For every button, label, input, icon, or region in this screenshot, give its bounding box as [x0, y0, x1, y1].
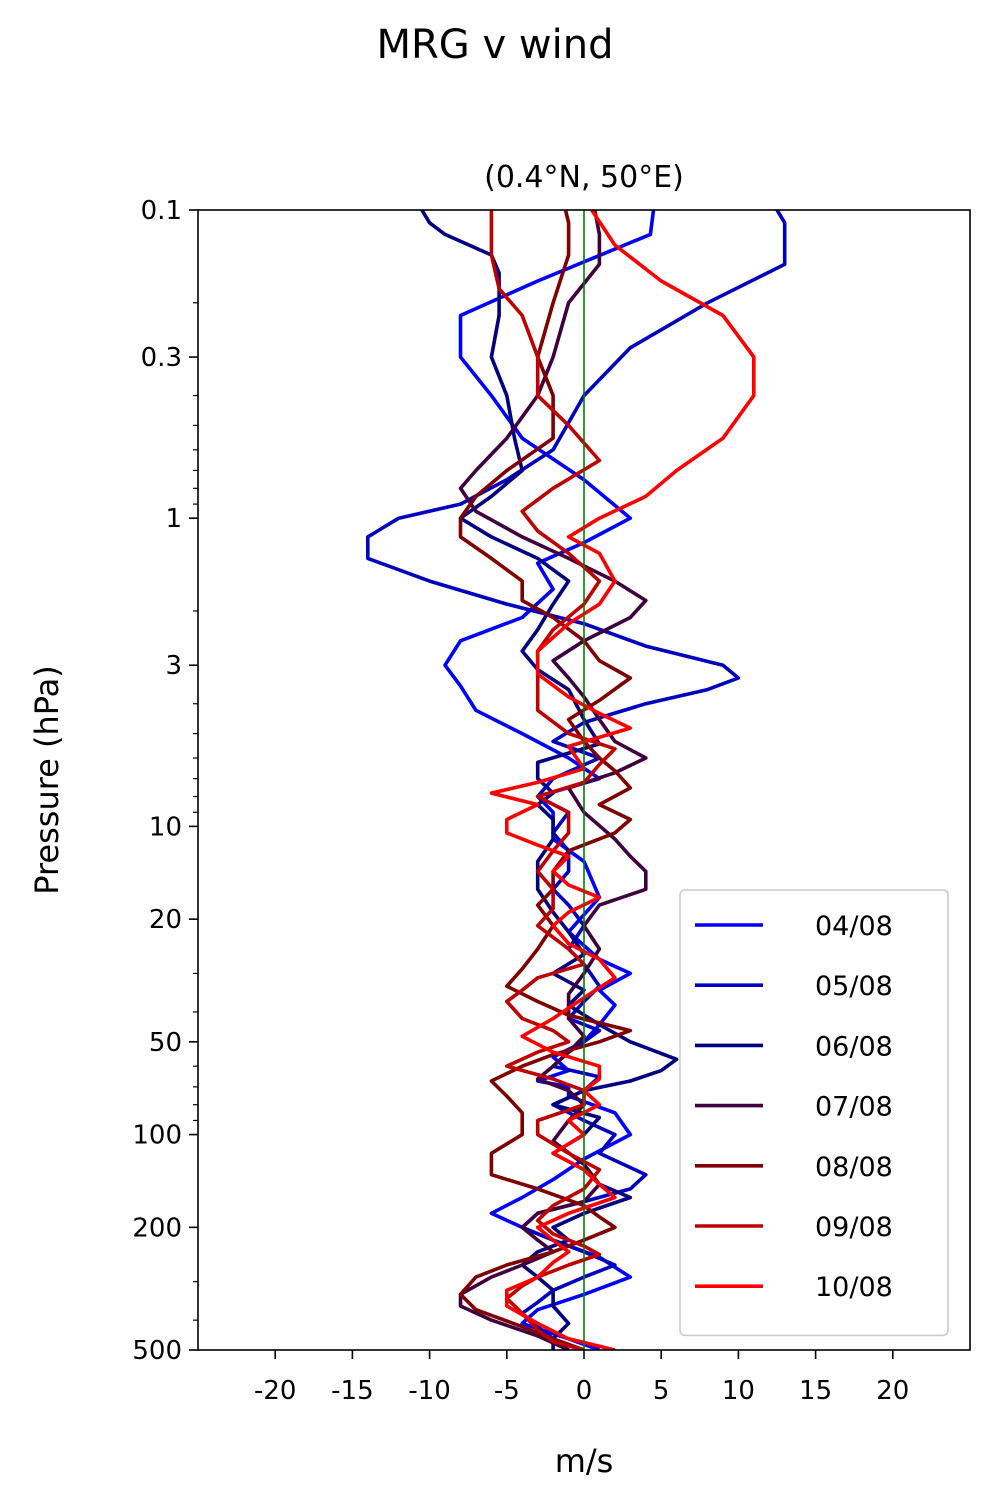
y-axis-ticks: 0.1 0.3 1 3 10 20 50 100 200 500 — [132, 196, 198, 1366]
y-tick-label: 0.1 — [141, 196, 182, 226]
x-tick-label: 0 — [576, 1376, 593, 1406]
legend-label: 09/08 — [815, 1212, 893, 1243]
legend: 04/08 05/08 06/08 07/08 08/08 09/08 10/08 — [679, 889, 949, 1337]
legend-label: 05/08 — [815, 971, 893, 1002]
x-tick-label: 15 — [799, 1376, 832, 1406]
figure-title: MRG v wind — [376, 22, 614, 68]
x-tick-label: 5 — [653, 1376, 670, 1406]
series-line-6 — [489, 210, 617, 1350]
legend-label: 07/08 — [815, 1092, 893, 1123]
legend-label: 08/08 — [815, 1152, 893, 1183]
x-tick-label: 10 — [722, 1376, 755, 1406]
legend-box — [679, 889, 949, 1337]
y-tick-label: 10 — [149, 812, 182, 842]
y-tick-label: 20 — [149, 905, 182, 935]
y-tick-label: 3 — [165, 651, 182, 681]
x-axis-ticks: -20 -15 -10 -5 0 5 10 15 20 — [254, 1350, 909, 1406]
legend-label: 04/08 — [815, 911, 893, 942]
series-line-3 — [420, 210, 679, 1350]
y-tick-label: 0.3 — [141, 343, 182, 373]
chart-subtitle: (0.4°N, 50°E) — [484, 160, 684, 195]
x-tick-label: -20 — [254, 1376, 296, 1406]
x-tick-label: -15 — [331, 1376, 373, 1406]
legend-label: 06/08 — [815, 1031, 893, 1062]
y-tick-label: 1 — [165, 504, 182, 534]
y-tick-label: 500 — [132, 1336, 182, 1366]
series-line-4 — [458, 210, 648, 1350]
legend-label: 10/08 — [815, 1272, 893, 1303]
y-tick-label: 50 — [149, 1028, 182, 1058]
x-axis-label: m/s — [555, 1442, 614, 1480]
series-layer — [366, 210, 787, 1350]
x-tick-label: -10 — [408, 1376, 450, 1406]
y-tick-label: 100 — [132, 1121, 182, 1151]
series-line-5 — [458, 210, 633, 1350]
x-tick-label: -5 — [494, 1376, 520, 1406]
y-tick-label: 200 — [132, 1213, 182, 1243]
y-axis-label: Pressure (hPa) — [28, 665, 66, 895]
x-tick-label: 20 — [876, 1376, 909, 1406]
